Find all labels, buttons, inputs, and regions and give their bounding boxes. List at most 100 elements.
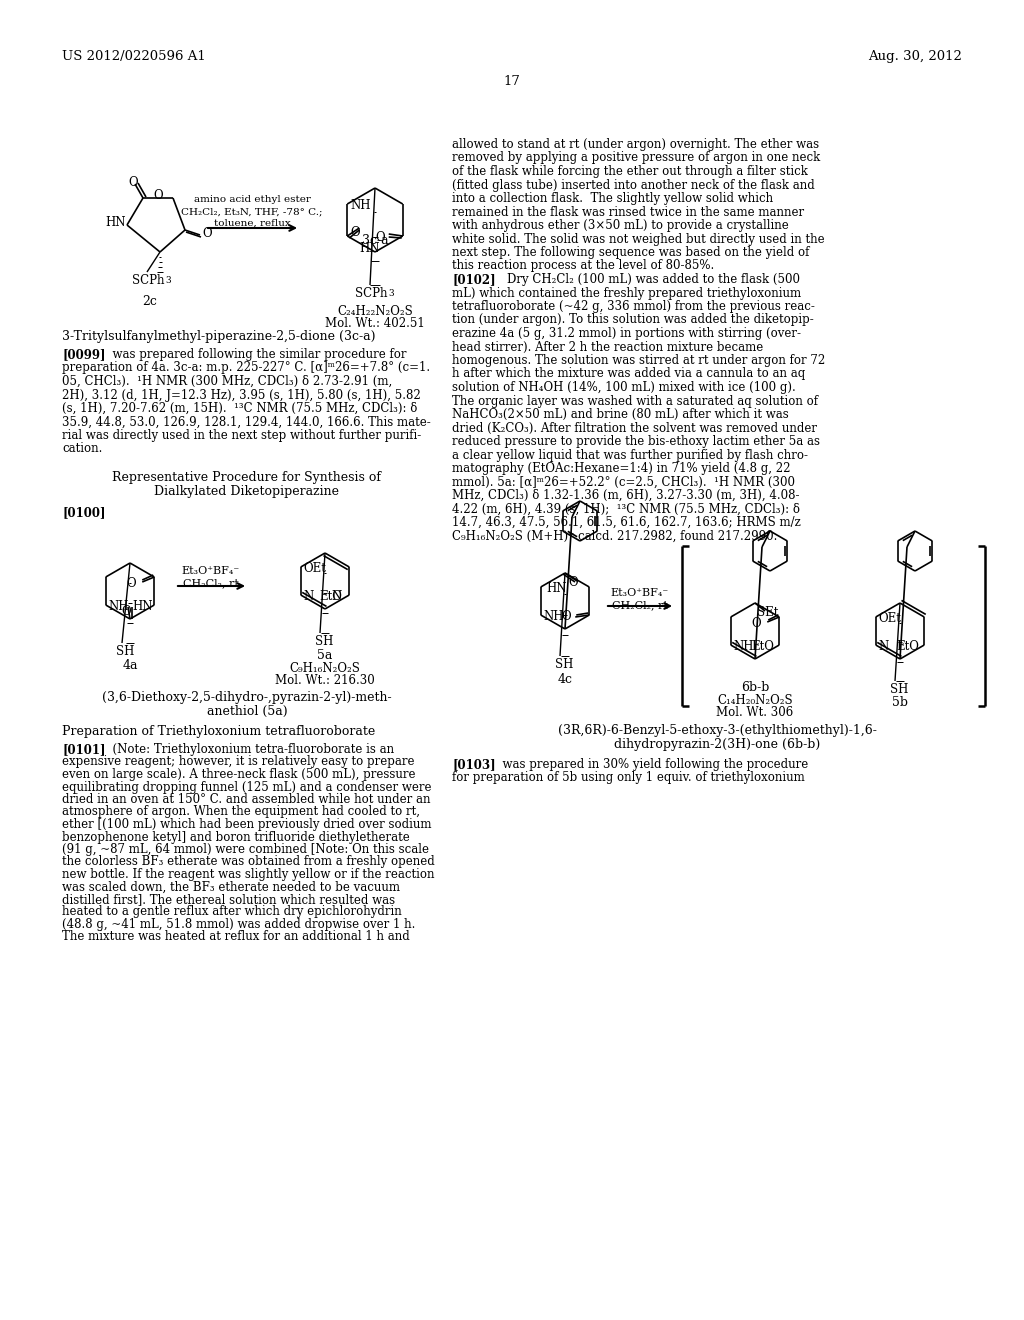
Text: Aug. 30, 2012: Aug. 30, 2012 <box>868 50 962 63</box>
Text: NH: NH <box>734 640 755 653</box>
Text: equilibrating dropping funnel (125 mL) and a condenser were: equilibrating dropping funnel (125 mL) a… <box>62 780 431 793</box>
Text: HN: HN <box>105 216 126 228</box>
Text: the colorless BF₃ etherate was obtained from a freshly opened: the colorless BF₃ etherate was obtained … <box>62 855 435 869</box>
Text: O: O <box>127 577 136 590</box>
Text: mmol). 5a: [α]ᵐ26=+52.2° (c=2.5, CHCl₃).  ¹H NMR (300: mmol). 5a: [α]ᵐ26=+52.2° (c=2.5, CHCl₃).… <box>452 475 795 488</box>
Text: O: O <box>154 189 163 202</box>
Text: 3: 3 <box>165 276 171 285</box>
Text: 6b-b: 6b-b <box>740 681 769 694</box>
Text: removed by applying a positive pressure of argon in one neck: removed by applying a positive pressure … <box>452 152 820 165</box>
Text: remained in the flask was rinsed twice in the same manner: remained in the flask was rinsed twice i… <box>452 206 804 219</box>
Text: erazine 4a (5 g, 31.2 mmol) in portions with stirring (over-: erazine 4a (5 g, 31.2 mmol) in portions … <box>452 327 801 341</box>
Text: 3-Tritylsulfanylmethyl-piperazine-2,5-dione (3c-a): 3-Tritylsulfanylmethyl-piperazine-2,5-di… <box>62 330 376 343</box>
Text: EtO: EtO <box>752 640 774 653</box>
Text: EtO: EtO <box>319 590 342 603</box>
Text: matography (EtOAc:Hexane=1:4) in 71% yield (4.8 g, 22: matography (EtOAc:Hexane=1:4) in 71% yie… <box>452 462 791 475</box>
Text: O: O <box>561 610 571 623</box>
Text: [0103]: [0103] <box>452 758 496 771</box>
Text: 4c: 4c <box>557 673 572 686</box>
Text: SH: SH <box>315 635 334 648</box>
Text: O: O <box>128 176 138 189</box>
Text: 3c-a: 3c-a <box>361 234 388 247</box>
Text: (3,6-Diethoxy-2,5-dihydro-,pyrazin-2-yl)-meth-: (3,6-Diethoxy-2,5-dihydro-,pyrazin-2-yl)… <box>102 690 392 704</box>
Text: distilled first]. The ethereal solution which resulted was: distilled first]. The ethereal solution … <box>62 894 395 906</box>
Text: O: O <box>752 616 761 630</box>
Text: N: N <box>304 590 314 603</box>
Text: cation.: cation. <box>62 442 102 455</box>
Text: HN: HN <box>132 601 153 612</box>
Text: next step. The following sequence was based on the yield of: next step. The following sequence was ba… <box>452 246 809 259</box>
Text: 5b: 5b <box>892 696 908 709</box>
Text: Representative Procedure for Synthesis of: Representative Procedure for Synthesis o… <box>113 471 382 484</box>
Text: [0099]: [0099] <box>62 348 105 360</box>
Text: (Note: Triethyloxonium tetra-fluoroborate is an: (Note: Triethyloxonium tetra-fluoroborat… <box>105 743 394 756</box>
Text: Dialkylated Diketopiperazine: Dialkylated Diketopiperazine <box>155 484 340 498</box>
Text: Dry CH₂Cl₂ (100 mL) was added to the flask (500: Dry CH₂Cl₂ (100 mL) was added to the fla… <box>492 273 800 286</box>
Text: 5a: 5a <box>317 649 333 663</box>
Text: C₉H₁₆N₂O₂S (M+H)⁺ calcd. 217.2982, found 217.2990.: C₉H₁₆N₂O₂S (M+H)⁺ calcd. 217.2982, found… <box>452 529 777 543</box>
Text: solution of NH₄OH (14%, 100 mL) mixed with ice (100 g).: solution of NH₄OH (14%, 100 mL) mixed wi… <box>452 381 796 393</box>
Text: SH: SH <box>116 645 134 657</box>
Text: dried (K₂CO₃). After filtration the solvent was removed under: dried (K₂CO₃). After filtration the solv… <box>452 421 817 434</box>
Text: [0101]: [0101] <box>62 743 105 756</box>
Text: a clear yellow liquid that was further purified by flash chro-: a clear yellow liquid that was further p… <box>452 449 808 462</box>
Text: heated to a gentle reflux after which dry epichlorohydrin: heated to a gentle reflux after which dr… <box>62 906 401 919</box>
Text: this reaction process at the level of 80-85%.: this reaction process at the level of 80… <box>452 260 715 272</box>
Text: allowed to stand at rt (under argon) overnight. The ether was: allowed to stand at rt (under argon) ove… <box>452 139 819 150</box>
Text: 35.9, 44.8, 53.0, 126.9, 128.1, 129.4, 144.0, 166.6. This mate-: 35.9, 44.8, 53.0, 126.9, 128.1, 129.4, 1… <box>62 416 431 429</box>
Text: Et₃O⁺BF₄⁻: Et₃O⁺BF₄⁻ <box>182 566 240 576</box>
Text: SEt: SEt <box>757 606 778 619</box>
Text: rial was directly used in the next step without further purifi-: rial was directly used in the next step … <box>62 429 421 442</box>
Text: 05, CHCl₃).  ¹H NMR (300 MHz, CDCl₃) δ 2.73-2.91 (m,: 05, CHCl₃). ¹H NMR (300 MHz, CDCl₃) δ 2.… <box>62 375 392 388</box>
Text: for preparation of 5b using only 1 equiv. of triethyloxonium: for preparation of 5b using only 1 equiv… <box>452 771 805 784</box>
Text: OEt: OEt <box>879 612 901 624</box>
Text: C₁₄H₂₀N₂O₂S: C₁₄H₂₀N₂O₂S <box>717 694 793 708</box>
Text: (91 g, ~87 mL, 64 mmol) were combined [Note: On this scale: (91 g, ~87 mL, 64 mmol) were combined [N… <box>62 843 429 855</box>
Text: amino acid ethyl ester: amino acid ethyl ester <box>194 195 310 205</box>
Text: OEt: OEt <box>304 562 327 576</box>
Text: into a collection flask.  The slightly yellow solid which: into a collection flask. The slightly ye… <box>452 191 773 205</box>
Text: SCPh: SCPh <box>355 286 387 300</box>
Text: 2c: 2c <box>142 294 158 308</box>
Text: [0102]: [0102] <box>452 273 496 286</box>
Text: dihydropyrazin-2(3H)-one (6b-b): dihydropyrazin-2(3H)-one (6b-b) <box>613 738 820 751</box>
Text: 17: 17 <box>504 75 520 88</box>
Text: The organic layer was washed with a saturated aq solution of: The organic layer was washed with a satu… <box>452 395 818 408</box>
Text: atmosphere of argon. When the equipment had cooled to rt,: atmosphere of argon. When the equipment … <box>62 805 420 818</box>
Text: was prepared in 30% yield following the procedure: was prepared in 30% yield following the … <box>495 758 808 771</box>
Text: with anhydrous ether (3×50 mL) to provide a crystalline: with anhydrous ether (3×50 mL) to provid… <box>452 219 788 232</box>
Text: 3: 3 <box>388 289 393 298</box>
Text: CH₂Cl₂, rt: CH₂Cl₂, rt <box>612 601 668 610</box>
Text: anethiol (5a): anethiol (5a) <box>207 705 288 718</box>
Text: 14.7, 46.3, 47.5, 56.1, 61.5, 61.6, 162.7, 163.6; HRMS m/z: 14.7, 46.3, 47.5, 56.1, 61.5, 61.6, 162.… <box>452 516 801 529</box>
Text: NH: NH <box>350 199 371 213</box>
Text: US 2012/0220596 A1: US 2012/0220596 A1 <box>62 50 206 63</box>
Text: (3R,6R)-6-Benzyl-5-ethoxy-3-(ethylthiomethyl)-1,6-: (3R,6R)-6-Benzyl-5-ethoxy-3-(ethylthiome… <box>557 723 877 737</box>
Text: h after which the mixture was added via a cannula to an aq: h after which the mixture was added via … <box>452 367 805 380</box>
Text: head stirrer). After 2 h the reaction mixture became: head stirrer). After 2 h the reaction mi… <box>452 341 763 354</box>
Text: CH₂Cl₂, rt: CH₂Cl₂, rt <box>183 578 239 587</box>
Text: of the flask while forcing the ether out through a filter stick: of the flask while forcing the ether out… <box>452 165 808 178</box>
Text: NH: NH <box>109 601 129 612</box>
Text: NH: NH <box>544 610 564 623</box>
Text: O: O <box>350 226 359 239</box>
Text: O: O <box>202 227 212 240</box>
Text: 4a: 4a <box>122 659 138 672</box>
Text: [0100]: [0100] <box>62 506 105 519</box>
Text: tetrafluoroborate (~42 g, 336 mmol) from the previous reac-: tetrafluoroborate (~42 g, 336 mmol) from… <box>452 300 815 313</box>
Text: N: N <box>879 640 889 653</box>
Text: Et₃O⁺BF₄⁻: Et₃O⁺BF₄⁻ <box>611 587 669 598</box>
Text: mL) which contained the freshly prepared triethyloxonium: mL) which contained the freshly prepared… <box>452 286 801 300</box>
Text: N: N <box>331 590 341 603</box>
Text: Preparation of Triethyloxonium tetrafluoroborate: Preparation of Triethyloxonium tetrafluo… <box>62 725 375 738</box>
Text: HN: HN <box>359 242 380 255</box>
Text: tion (under argon). To this solution was added the diketopip-: tion (under argon). To this solution was… <box>452 314 814 326</box>
Text: SH: SH <box>890 682 908 696</box>
Text: O: O <box>375 231 385 244</box>
Text: (s, 1H), 7.20-7.62 (m, 15H).  ¹³C NMR (75.5 MHz, CDCl₃): δ: (s, 1H), 7.20-7.62 (m, 15H). ¹³C NMR (75… <box>62 403 418 414</box>
Text: homogenous. The solution was stirred at rt under argon for 72: homogenous. The solution was stirred at … <box>452 354 825 367</box>
Text: even on large scale). A three-neck flask (500 mL), pressure: even on large scale). A three-neck flask… <box>62 768 416 781</box>
Text: toluene, reflux: toluene, reflux <box>214 219 291 228</box>
Text: NaHCO₃(2×50 mL) and brine (80 mL) after which it was: NaHCO₃(2×50 mL) and brine (80 mL) after … <box>452 408 788 421</box>
Text: (fitted glass tube) inserted into another neck of the flask and: (fitted glass tube) inserted into anothe… <box>452 178 815 191</box>
